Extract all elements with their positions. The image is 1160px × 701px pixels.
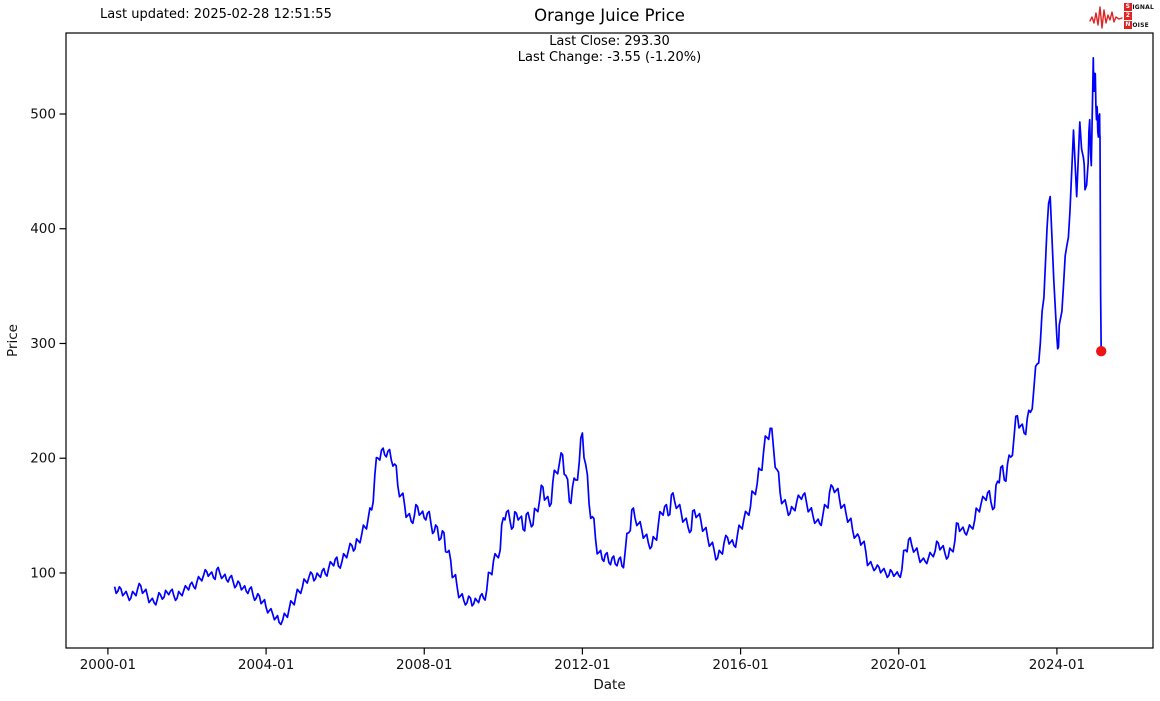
y-tick-label: 200 bbox=[30, 451, 56, 467]
x-tick-label: 2008-01 bbox=[396, 657, 452, 673]
x-tick-label: 2020-01 bbox=[871, 657, 927, 673]
logo-letter-box-s: S bbox=[1123, 3, 1132, 11]
annotation-block: Last Close: 293.30 Last Change: -3.55 (-… bbox=[66, 34, 1153, 66]
logo-word-signal: IGNAL bbox=[1132, 3, 1154, 11]
logo-wordmark: S IGNAL 2 N OISE bbox=[1123, 3, 1154, 29]
last-change-text: Last Change: -3.55 (-1.20%) bbox=[517, 50, 702, 65]
x-tick-label: 2024-01 bbox=[1029, 657, 1085, 673]
plot-border bbox=[65, 32, 1154, 649]
y-axis-label: Price bbox=[5, 324, 21, 357]
last-updated-text: Last updated: 2025-02-28 12:51:55 bbox=[100, 7, 332, 22]
y-tick-label: 300 bbox=[30, 336, 56, 352]
x-axis-label: Date bbox=[593, 677, 625, 693]
logo-word-noise: OISE bbox=[1132, 21, 1149, 29]
x-tick-label: 2000-01 bbox=[80, 657, 136, 673]
y-tick-label: 400 bbox=[30, 221, 56, 237]
x-tick-label: 2016-01 bbox=[712, 657, 768, 673]
x-tick-label: 2004-01 bbox=[238, 657, 294, 673]
last-close-dot bbox=[1096, 345, 1107, 357]
signal2noise-logo: S IGNAL 2 N OISE bbox=[1089, 2, 1154, 30]
x-tick-label: 2012-01 bbox=[554, 657, 610, 673]
price-line bbox=[113, 56, 1103, 626]
logo-letter-box-2: 2 bbox=[1123, 12, 1132, 20]
page-title: Orange Juice Price bbox=[534, 6, 685, 25]
last-close-text: Last Close: 293.30 bbox=[549, 34, 670, 49]
y-tick-label: 500 bbox=[30, 107, 56, 123]
ecg-waveform-icon bbox=[1089, 6, 1123, 29]
y-tick-label: 100 bbox=[30, 565, 56, 581]
logo-letter-box-n: N bbox=[1123, 21, 1132, 29]
